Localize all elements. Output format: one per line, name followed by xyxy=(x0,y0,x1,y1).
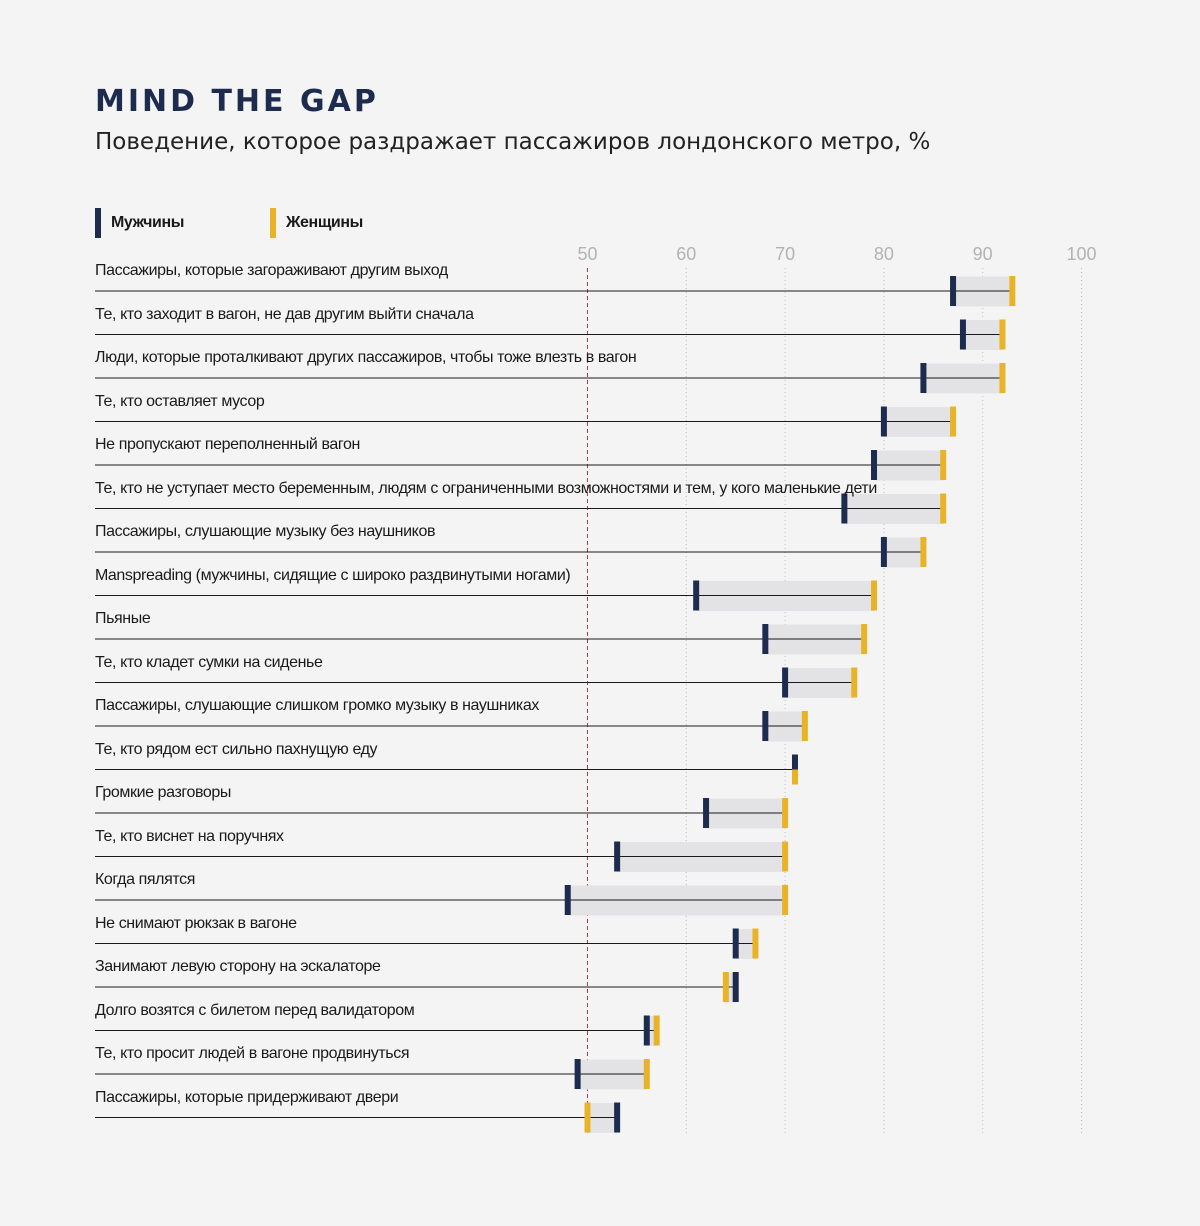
legend-item-women: Женщины xyxy=(270,208,363,238)
marker-women xyxy=(920,537,927,567)
marker-women xyxy=(940,493,947,524)
marker-women xyxy=(940,450,947,480)
marker-men xyxy=(920,363,927,393)
marker-men xyxy=(762,624,769,654)
marker-men xyxy=(782,667,789,698)
marker-men xyxy=(564,885,571,915)
marker-men xyxy=(791,754,798,770)
tick-label-80: 80 xyxy=(874,244,894,264)
row-label: Те, кто кладет сумки на сиденье xyxy=(95,653,323,671)
marker-men xyxy=(693,580,700,611)
row-label: Пассажиры, которые придерживают двери xyxy=(95,1088,399,1106)
row-label: Пассажиры, слушающие слишком громко музы… xyxy=(95,697,539,714)
legend-label-women: Женщины xyxy=(286,214,363,231)
marker-men xyxy=(732,972,739,1002)
marker-women xyxy=(861,624,868,654)
marker-women xyxy=(871,580,878,611)
chart-title: MIND THE GAP xyxy=(95,84,379,119)
row-label: Не пропускают переполненный вагон xyxy=(95,436,360,453)
marker-men xyxy=(574,1059,581,1089)
marker-women xyxy=(851,667,858,698)
row-label: Пассажиры, слушающие музыку без наушнико… xyxy=(95,523,436,540)
marker-women xyxy=(1009,276,1016,306)
marker-women xyxy=(791,769,798,785)
row-label: Громкие разговоры xyxy=(95,784,231,801)
marker-women xyxy=(722,972,729,1002)
row-label: Не снимают рюкзак в вагоне xyxy=(95,914,297,932)
marker-men xyxy=(614,1102,621,1133)
marker-women xyxy=(643,1059,650,1089)
marker-men xyxy=(880,537,887,567)
marker-men xyxy=(614,841,621,872)
marker-women xyxy=(950,406,957,437)
legend-swatch-men xyxy=(95,208,101,238)
row-label: Когда пялятся xyxy=(95,871,195,888)
marker-women xyxy=(752,928,759,959)
legend-swatch-women xyxy=(270,208,276,238)
marker-men xyxy=(950,276,957,306)
legend-item-men: Мужчины xyxy=(95,208,184,238)
marker-women xyxy=(999,363,1006,393)
marker-men xyxy=(959,319,966,350)
marker-women xyxy=(653,1015,660,1046)
row-label: Пассажиры, которые загораживают другим в… xyxy=(95,262,448,279)
row-label: Manspreading (мужчины, сидящие с широко … xyxy=(95,566,571,584)
row-label: Люди, которые проталкивают других пассаж… xyxy=(95,349,637,366)
row-label: Те, кто не уступает место беременным, лю… xyxy=(95,479,877,497)
marker-men xyxy=(841,493,848,524)
marker-women xyxy=(999,319,1006,350)
row-label: Те, кто просит людей в вагоне продвинуть… xyxy=(95,1045,410,1062)
marker-women xyxy=(801,711,808,741)
marker-men xyxy=(762,711,769,741)
tick-label-100: 100 xyxy=(1066,244,1096,264)
tick-label-90: 90 xyxy=(973,244,993,264)
chart-subtitle: Поведение, которое раздражает пассажиров… xyxy=(95,129,931,155)
tick-label-70: 70 xyxy=(775,244,795,264)
marker-men xyxy=(643,1015,650,1046)
marker-women xyxy=(782,885,789,915)
marker-women xyxy=(782,841,789,872)
row-label: Пьяные xyxy=(95,610,151,627)
marker-women xyxy=(782,798,789,828)
row-label: Те, кто виснет на поручнях xyxy=(95,827,284,845)
row-label: Те, кто оставляет мусор xyxy=(95,392,265,410)
row-label: Долго возятся с билетом перед валидаторо… xyxy=(95,1001,415,1019)
row-label: Занимают левую сторону на эскалаторе xyxy=(95,958,381,975)
tick-label-50: 50 xyxy=(577,244,597,264)
marker-women xyxy=(584,1102,591,1133)
row-label: Те, кто заходит в вагон, не дав другим в… xyxy=(95,305,474,323)
marker-men xyxy=(871,450,878,480)
row-label: Те, кто рядом ест сильно пахнущую еду xyxy=(95,740,378,758)
marker-men xyxy=(732,928,739,959)
marker-men xyxy=(880,406,887,437)
marker-men xyxy=(703,798,710,828)
legend-label-men: Мужчины xyxy=(111,214,185,231)
tick-label-60: 60 xyxy=(676,244,696,264)
